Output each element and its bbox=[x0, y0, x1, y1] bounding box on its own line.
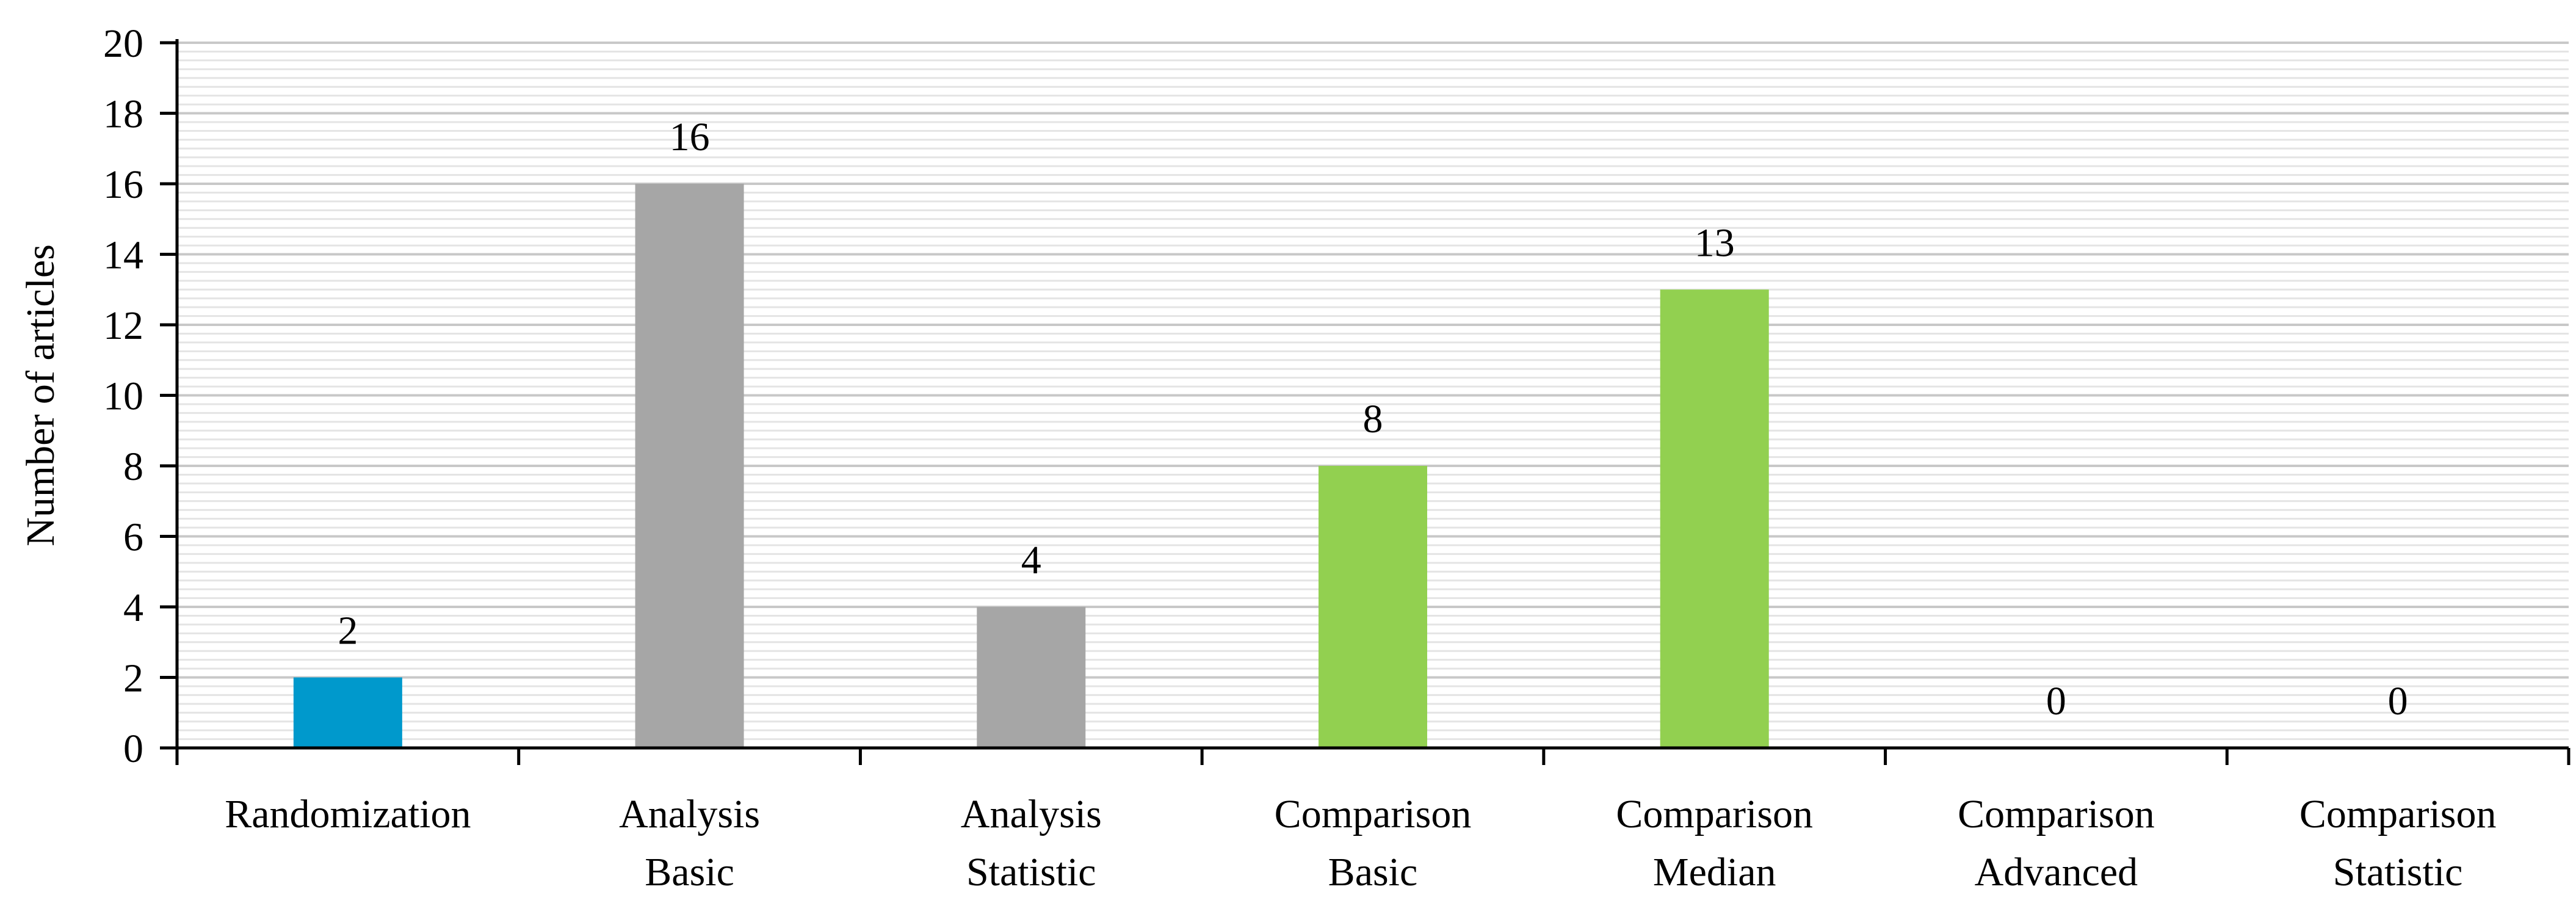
y-tick-label: 0 bbox=[123, 727, 143, 771]
x-tick-label-line: Basic bbox=[1328, 850, 1418, 894]
x-tick-label-line: Comparison bbox=[2299, 792, 2497, 836]
y-tick-label: 16 bbox=[103, 162, 143, 207]
data-label: 4 bbox=[1021, 538, 1041, 582]
y-tick-labels: 0 2 4 6 8 10 12 14 16 18 20 bbox=[103, 21, 143, 771]
x-tick-label-line: Analysis bbox=[619, 792, 760, 836]
data-label: 13 bbox=[1695, 220, 1735, 265]
bar bbox=[977, 607, 1086, 748]
x-category-labels: Randomization Analysis Basic Analysis Statis… bbox=[225, 792, 2496, 894]
bar bbox=[1660, 289, 1769, 748]
y-tick-label: 4 bbox=[123, 586, 143, 630]
y-axis-title: Number of articles bbox=[18, 244, 63, 546]
y-tick-label: 2 bbox=[123, 656, 143, 701]
x-tick-label-line: Advanced bbox=[1975, 850, 2138, 894]
x-tick-label: Comparison Basic bbox=[1275, 792, 1472, 894]
data-label: 0 bbox=[2046, 679, 2066, 724]
data-label: 2 bbox=[338, 609, 358, 653]
x-tick-label-line: Comparison bbox=[1958, 792, 2155, 836]
bar bbox=[1319, 466, 1427, 748]
x-tick-label: Comparison Median bbox=[1616, 792, 1813, 894]
x-tick-label-line: Statistic bbox=[966, 850, 1096, 894]
x-tick-label-line: Statistic bbox=[2333, 850, 2463, 894]
x-tick-label: Analysis Basic bbox=[619, 792, 760, 894]
x-tick-label: Analysis Statistic bbox=[961, 792, 1102, 894]
y-tick-label: 14 bbox=[103, 233, 143, 278]
y-tick-label: 6 bbox=[123, 515, 143, 560]
y-tick-label: 20 bbox=[103, 21, 143, 66]
y-tick-label: 18 bbox=[103, 92, 143, 137]
bars bbox=[293, 184, 1769, 748]
x-tick-label-line: Randomization bbox=[225, 792, 471, 836]
data-label: 0 bbox=[2388, 679, 2408, 724]
data-labels: 2 16 4 8 13 0 0 bbox=[338, 115, 2408, 724]
x-tick-label-line: Comparison bbox=[1275, 792, 1472, 836]
x-tick-label-line: Comparison bbox=[1616, 792, 1813, 836]
y-tick-label: 12 bbox=[103, 303, 143, 348]
y-tick-label: 8 bbox=[123, 444, 143, 489]
data-label: 8 bbox=[1363, 397, 1383, 441]
data-label: 16 bbox=[670, 115, 710, 159]
x-tick-label: Randomization bbox=[225, 792, 471, 836]
x-tick-label-line: Basic bbox=[645, 850, 734, 894]
y-tick-label: 10 bbox=[103, 374, 143, 419]
x-tick-label: Comparison Statistic bbox=[2299, 792, 2497, 894]
x-tick-label-line: Analysis bbox=[961, 792, 1102, 836]
axes bbox=[160, 39, 2571, 765]
x-tick-label: Comparison Advanced bbox=[1958, 792, 2155, 894]
bar bbox=[293, 677, 402, 748]
bar bbox=[635, 184, 744, 748]
x-tick-label-line: Median bbox=[1653, 850, 1776, 894]
